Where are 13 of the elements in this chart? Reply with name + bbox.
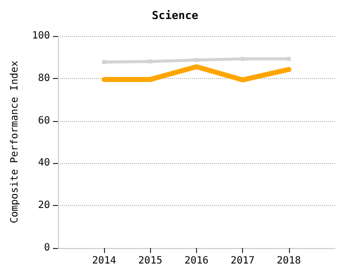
- y-tick-label: 0: [44, 242, 50, 254]
- y-axis-title: Composite Performance Index: [10, 60, 20, 224]
- x-tick-label: 2015: [138, 256, 162, 266]
- y-tick-label: 40: [38, 158, 50, 169]
- y-tick-label: 20: [38, 200, 50, 212]
- y-tick-label: 100: [32, 30, 50, 42]
- x-tick-label: 2014: [92, 256, 116, 266]
- x-tick-label: 2016: [184, 256, 209, 266]
- y-tick-label: 60: [38, 115, 50, 126]
- chart-title: Science: [152, 9, 199, 22]
- y-tick-label: 80: [38, 72, 50, 84]
- x-tick-label: 2018: [276, 256, 301, 266]
- x-tick-label: 2017: [230, 256, 255, 266]
